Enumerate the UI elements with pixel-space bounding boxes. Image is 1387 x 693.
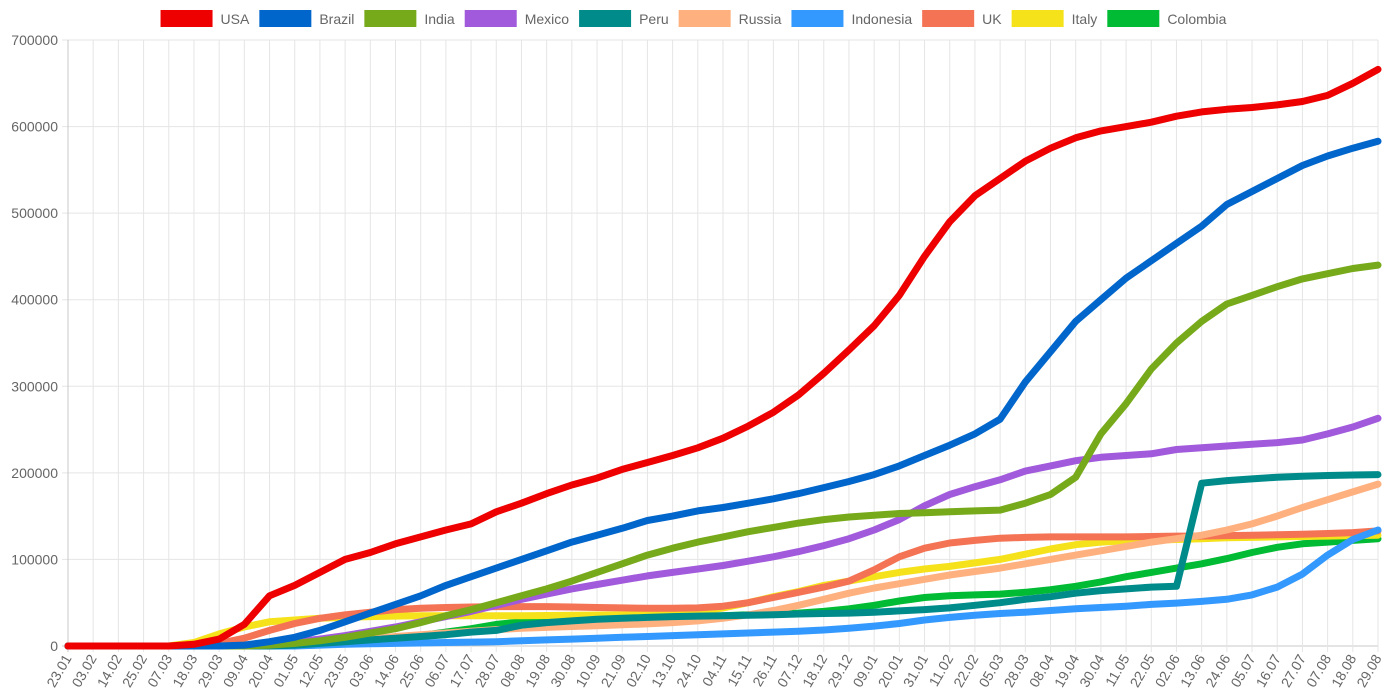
- legend-item-italy[interactable]: Italy: [1011, 10, 1098, 27]
- x-tick-label: 17.07: [446, 651, 477, 690]
- y-tick-label: 700000: [11, 32, 58, 48]
- x-tick-label: 08.04: [1026, 651, 1057, 690]
- x-tick-label: 12.05: [295, 651, 326, 690]
- legend-item-russia[interactable]: Russia: [678, 10, 782, 27]
- x-tick-label: 15.11: [724, 651, 755, 689]
- x-tick-label: 14.06: [371, 651, 402, 690]
- x-tick-label: 13.06: [1177, 651, 1208, 690]
- y-tick-label: 0: [50, 638, 58, 654]
- legend-label: Italy: [1072, 11, 1098, 27]
- legend-swatch: [1011, 10, 1064, 27]
- legend-label: USA: [221, 11, 250, 27]
- legend-label: Russia: [739, 11, 782, 27]
- x-tick-label: 19.04: [1051, 651, 1082, 690]
- legend-swatch: [678, 10, 731, 27]
- x-tick-label: 27.07: [1278, 651, 1309, 690]
- x-tick-label: 08.08: [497, 651, 528, 690]
- series-line-uk: [64, 527, 1382, 650]
- legend: USA Brazil India Mexico Peru Russia Indonesia U…: [160, 10, 1227, 27]
- x-tick-label: 18.08: [1328, 651, 1359, 690]
- x-tick-label: 24.10: [673, 651, 704, 690]
- legend-label: Mexico: [525, 11, 570, 27]
- legend-swatch: [364, 10, 417, 27]
- legend-item-indonesia[interactable]: Indonesia: [791, 10, 912, 27]
- y-tick-label: 200000: [11, 465, 58, 481]
- legend-swatch: [791, 10, 844, 27]
- x-tick-label: 25.02: [119, 651, 150, 690]
- x-tick-label: 23.01: [43, 651, 74, 690]
- legend-label: Colombia: [1167, 11, 1226, 27]
- x-tick-label: 03.02: [68, 651, 99, 690]
- x-tick-label: 30.04: [1076, 651, 1107, 690]
- x-tick-label: 19.08: [522, 651, 553, 690]
- x-tick-label: 24.06: [1202, 651, 1233, 690]
- x-tick-label: 16.07: [1252, 651, 1283, 690]
- legend-label: Indonesia: [851, 11, 912, 27]
- x-tick-label: 20.04: [245, 651, 276, 690]
- y-tick-label: 400000: [11, 292, 58, 308]
- x-tick-label: 06.07: [421, 651, 452, 690]
- series-line-india: [64, 261, 1382, 650]
- x-tick-label: 09.01: [849, 651, 880, 690]
- legend-swatch: [259, 10, 312, 27]
- y-tick-label: 500000: [11, 205, 58, 221]
- x-tick-label: 21.09: [597, 651, 628, 690]
- x-tick-label: 14.02: [94, 651, 125, 690]
- x-tick-label: 18.03: [169, 651, 200, 690]
- legend-swatch: [160, 10, 213, 27]
- x-tick-label: 07.03: [144, 651, 175, 690]
- legend-item-usa[interactable]: USA: [160, 10, 250, 27]
- x-tick-label: 28.03: [1001, 651, 1032, 690]
- x-tick-label: 09.04: [220, 651, 251, 690]
- x-tick-label: 02.06: [1152, 651, 1183, 690]
- x-tick-label: 05.03: [975, 651, 1006, 690]
- x-tick-label: 10.09: [572, 651, 603, 690]
- x-tick-label: 02.10: [623, 651, 654, 690]
- x-tick-label: 25.06: [396, 651, 427, 690]
- legend-label: UK: [982, 11, 1002, 27]
- legend-swatch: [922, 10, 975, 27]
- legend-swatch: [464, 10, 517, 27]
- x-tick-label: 29.08: [1353, 651, 1384, 690]
- series-line-usa: [64, 65, 1382, 650]
- legend-item-peru[interactable]: Peru: [579, 10, 669, 27]
- legend-item-mexico[interactable]: Mexico: [464, 10, 570, 27]
- x-tick-label: 04.11: [699, 651, 730, 689]
- legend-swatch: [579, 10, 632, 27]
- x-tick-label: 22.02: [950, 651, 981, 690]
- legend-item-brazil[interactable]: Brazil: [259, 10, 354, 27]
- x-tick-label: 30.08: [547, 651, 578, 690]
- x-tick-label: 07.08: [1303, 651, 1334, 690]
- legend-item-colombia[interactable]: Colombia: [1107, 10, 1227, 27]
- legend-label: Brazil: [319, 11, 354, 27]
- y-tick-label: 100000: [11, 551, 58, 567]
- legend-label: Peru: [639, 11, 669, 27]
- x-tick-label: 23.05: [320, 651, 351, 690]
- x-tick-label: 31.01: [900, 651, 931, 690]
- x-tick-label: 28.07: [471, 651, 502, 690]
- x-tick-label: 03.06: [346, 651, 377, 690]
- legend-item-india[interactable]: India: [364, 10, 455, 27]
- y-tick-label: 300000: [11, 378, 58, 394]
- series-line-brazil: [64, 137, 1382, 650]
- legend-item-uk[interactable]: UK: [922, 10, 1002, 27]
- x-tick-label: 13.10: [648, 651, 679, 690]
- x-tick-label: 29.03: [194, 651, 225, 690]
- legend-label: India: [424, 11, 455, 27]
- x-tick-label: 05.07: [1227, 651, 1258, 690]
- x-tick-label: 07.12: [774, 651, 805, 690]
- x-tick-label: 20.01: [875, 651, 906, 690]
- x-tick-label: 22.05: [1126, 651, 1157, 690]
- y-axis-ticks: 0 100000 200000 300000 400000 500000 600000 700…: [11, 32, 58, 654]
- x-tick-label: 29.12: [824, 651, 855, 690]
- series-lines: [64, 65, 1382, 650]
- x-tick-label: 01.05: [270, 651, 301, 690]
- legend-swatch: [1107, 10, 1160, 27]
- x-tick-label: 18.12: [799, 651, 830, 690]
- y-tick-label: 600000: [11, 119, 58, 135]
- x-axis-ticks: 23.0103.0214.0225.0207.0318.0329.0309.04…: [43, 651, 1384, 690]
